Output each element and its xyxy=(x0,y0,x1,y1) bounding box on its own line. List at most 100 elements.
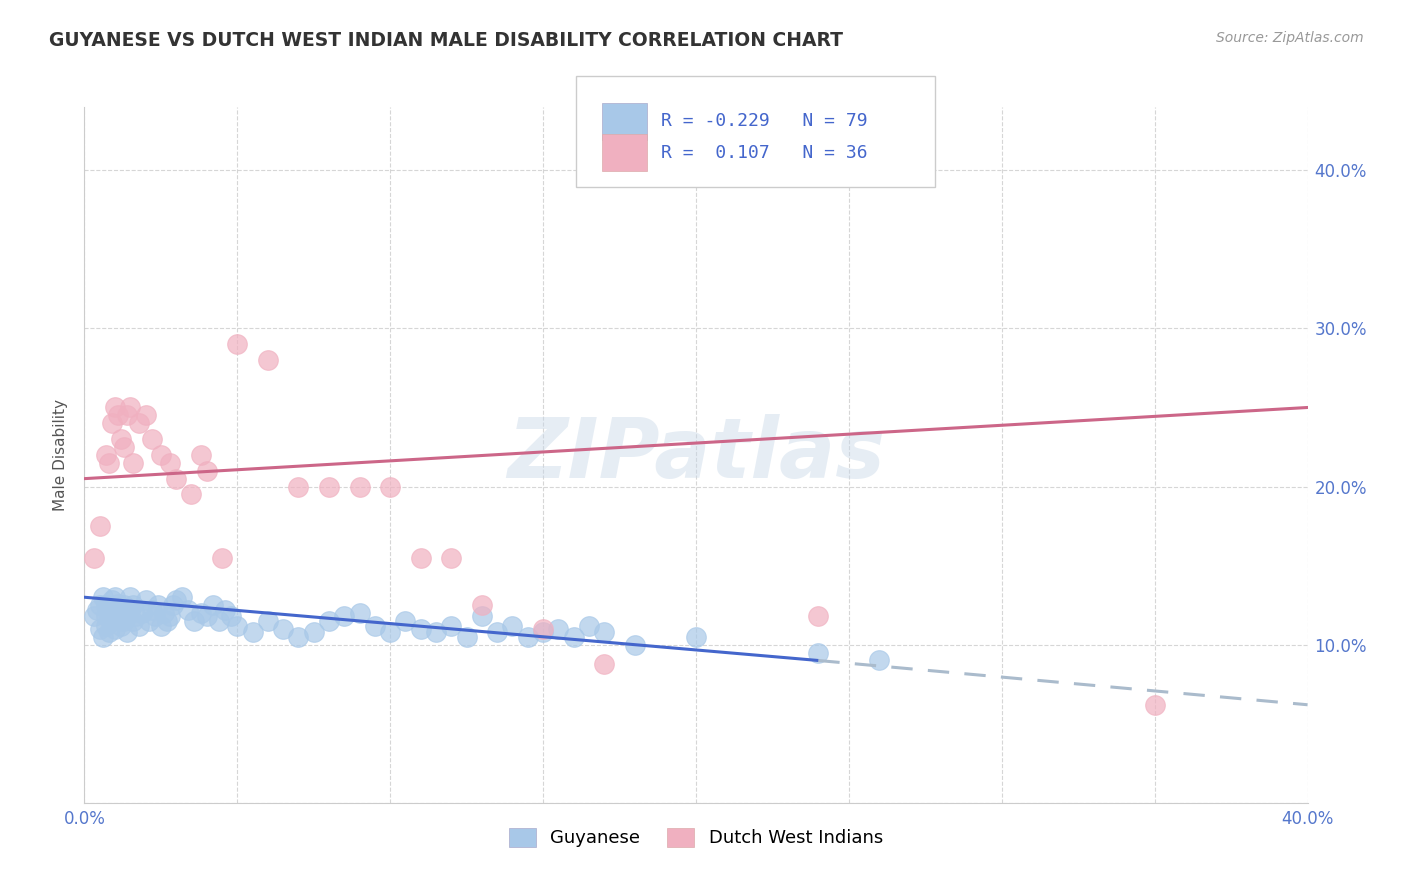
Point xyxy=(869,653,891,667)
Point xyxy=(440,618,463,632)
Point xyxy=(425,625,447,640)
Point xyxy=(287,630,309,644)
Point xyxy=(440,550,463,565)
Point xyxy=(128,618,150,632)
Point xyxy=(141,432,163,446)
Point xyxy=(333,609,356,624)
Point xyxy=(97,625,120,640)
Y-axis label: Male Disability: Male Disability xyxy=(53,399,69,511)
Point xyxy=(409,622,432,636)
Point xyxy=(91,630,114,644)
Point xyxy=(177,603,200,617)
Point xyxy=(89,519,111,533)
Point xyxy=(471,609,494,624)
Point xyxy=(159,609,181,624)
Point xyxy=(115,409,138,423)
Point xyxy=(394,614,416,628)
Point xyxy=(364,618,387,632)
Point xyxy=(380,625,402,640)
Point xyxy=(593,657,616,671)
Point xyxy=(101,614,124,628)
Point xyxy=(112,440,135,454)
Point xyxy=(685,630,707,644)
Point xyxy=(83,609,105,624)
Point xyxy=(685,147,707,161)
Point xyxy=(115,609,138,624)
Point xyxy=(287,479,309,493)
Point xyxy=(593,625,616,640)
Text: R =  0.107   N = 36: R = 0.107 N = 36 xyxy=(661,144,868,161)
Point xyxy=(104,603,127,617)
Point xyxy=(125,609,148,624)
Point xyxy=(131,606,153,620)
Point xyxy=(516,630,538,644)
Point xyxy=(89,622,111,636)
Point xyxy=(242,625,264,640)
Point xyxy=(110,606,132,620)
Point xyxy=(104,622,127,636)
Point xyxy=(135,593,157,607)
Point xyxy=(208,614,231,628)
Point xyxy=(190,606,212,620)
Point xyxy=(83,550,105,565)
Point xyxy=(271,622,294,636)
Point xyxy=(122,614,145,628)
Point xyxy=(149,448,172,462)
Point xyxy=(94,598,117,612)
Point xyxy=(195,609,218,624)
Point xyxy=(257,614,280,628)
Point xyxy=(165,472,187,486)
Point xyxy=(162,598,184,612)
Point xyxy=(156,614,179,628)
Point xyxy=(122,598,145,612)
Point xyxy=(153,606,176,620)
Point xyxy=(180,487,202,501)
Point xyxy=(101,417,124,431)
Point xyxy=(201,598,224,612)
Point xyxy=(149,618,172,632)
Point xyxy=(349,479,371,493)
Point xyxy=(456,630,478,644)
Point xyxy=(91,591,114,605)
Point xyxy=(172,591,194,605)
Point xyxy=(302,625,325,640)
Text: R = -0.229   N = 79: R = -0.229 N = 79 xyxy=(661,112,868,130)
Point xyxy=(143,609,166,624)
Point xyxy=(120,591,142,605)
Point xyxy=(107,597,129,611)
Point xyxy=(318,479,340,493)
Point xyxy=(112,614,135,628)
Point xyxy=(471,598,494,612)
Point xyxy=(807,609,830,624)
Point xyxy=(190,448,212,462)
Point xyxy=(120,401,142,415)
Point xyxy=(219,609,242,624)
Point xyxy=(107,409,129,423)
Point xyxy=(107,609,129,624)
Point xyxy=(380,479,402,493)
Point xyxy=(165,593,187,607)
Point xyxy=(257,353,280,368)
Point xyxy=(214,603,236,617)
Point xyxy=(409,550,432,565)
Point xyxy=(97,606,120,620)
Point xyxy=(226,337,249,351)
Point xyxy=(349,606,371,620)
Point xyxy=(115,625,138,640)
Point xyxy=(104,401,127,415)
Point xyxy=(578,618,600,632)
Text: Source: ZipAtlas.com: Source: ZipAtlas.com xyxy=(1216,31,1364,45)
Legend: Guyanese, Dutch West Indians: Guyanese, Dutch West Indians xyxy=(499,819,893,856)
Point xyxy=(562,630,585,644)
Point xyxy=(89,598,111,612)
Point xyxy=(94,609,117,624)
Point xyxy=(120,603,142,617)
Point xyxy=(183,614,205,628)
Point xyxy=(807,646,830,660)
Point xyxy=(1143,698,1166,712)
Point xyxy=(146,598,169,612)
Point xyxy=(97,456,120,470)
Point xyxy=(94,448,117,462)
Point xyxy=(122,456,145,470)
Point xyxy=(226,618,249,632)
